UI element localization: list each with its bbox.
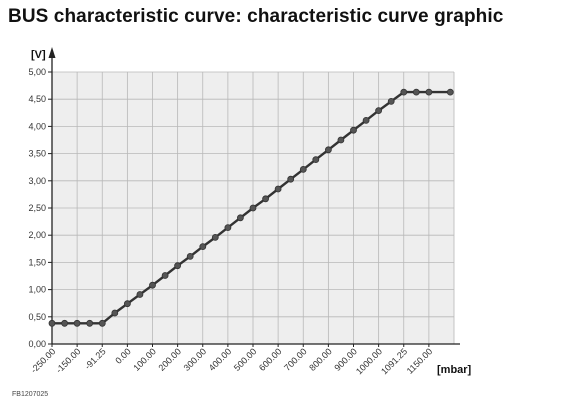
data-point — [48, 319, 56, 327]
data-point — [375, 107, 383, 114]
series-layer — [48, 88, 454, 327]
data-point — [174, 262, 182, 270]
data-point — [111, 309, 119, 317]
data-point — [249, 204, 257, 212]
data-point — [387, 98, 395, 105]
data-point — [61, 319, 68, 327]
data-point — [287, 175, 295, 183]
data-point — [412, 88, 420, 96]
data-point — [337, 136, 345, 144]
x-tick-label: 400.00 — [207, 346, 234, 373]
y-tick-labels: 0,00 0,50 1,00 1,50 2,00 2,50 3,00 3,50 4,00 4,50… — [28, 67, 52, 349]
data-point — [312, 156, 320, 164]
y-tick-label: 1,00 — [28, 285, 46, 295]
x-tick-label: 700.00 — [282, 346, 309, 373]
data-point — [211, 233, 219, 241]
data-point — [149, 281, 156, 289]
data-point — [236, 214, 244, 222]
data-point — [299, 165, 307, 173]
x-tick-label: 1150.00 — [405, 346, 435, 376]
x-tick-label: 600.00 — [257, 346, 284, 373]
x-tick-label: -250.00 — [29, 346, 58, 375]
data-point — [98, 319, 106, 327]
x-tick-label: 800.00 — [307, 346, 334, 373]
data-point — [161, 272, 169, 279]
data-point — [274, 185, 282, 193]
data-point — [324, 146, 332, 154]
x-axis-label: [mbar] — [437, 364, 472, 376]
x-tick-label: 0.00 — [113, 346, 132, 365]
data-point — [186, 252, 194, 260]
y-tick-label: 4,00 — [28, 121, 46, 131]
data-point — [425, 88, 433, 96]
x-tick-label: 500.00 — [232, 346, 259, 373]
x-tick-label: 1000.00 — [354, 346, 384, 376]
data-point — [350, 126, 357, 134]
data-point — [136, 291, 144, 298]
data-point — [124, 300, 131, 308]
x-tick-label: 200.00 — [157, 346, 184, 373]
y-tick-label: 0,50 — [28, 312, 46, 322]
grid-lines — [52, 71, 455, 344]
x-tick-label: -150.00 — [54, 346, 83, 375]
data-point — [86, 319, 94, 327]
data-point — [362, 117, 370, 124]
data-point — [73, 319, 81, 327]
y-axis-arrow-icon — [48, 47, 56, 58]
data-point — [400, 88, 408, 96]
x-tick-label: -91.25 — [83, 346, 108, 371]
y-tick-label: 0,00 — [28, 339, 46, 349]
y-tick-label: 3,00 — [28, 176, 46, 186]
y-tick-label: 3,50 — [28, 149, 46, 159]
figure-code: FB1207025 — [12, 391, 48, 398]
y-axis-label: [V] — [31, 49, 46, 61]
y-tick-label: 1,50 — [28, 257, 46, 267]
chart-title: BUS characteristic curve: characteristic… — [8, 6, 504, 27]
data-point — [262, 195, 270, 203]
x-tick-label: 300.00 — [182, 346, 209, 373]
data-point — [199, 243, 207, 251]
y-tick-label: 4,50 — [28, 94, 46, 104]
x-tick-labels: -250.00-150.00 -91.25 0.00100.00200.00300.… — [29, 344, 435, 376]
data-point — [446, 88, 454, 96]
y-tick-label: 2,50 — [28, 203, 46, 213]
x-tick-label: 100.00 — [131, 346, 158, 373]
y-tick-label: 2,00 — [28, 230, 46, 240]
x-tick-label: 1091.25 — [379, 346, 409, 376]
data-point — [224, 224, 232, 232]
y-tick-label: 5,00 — [28, 67, 46, 77]
